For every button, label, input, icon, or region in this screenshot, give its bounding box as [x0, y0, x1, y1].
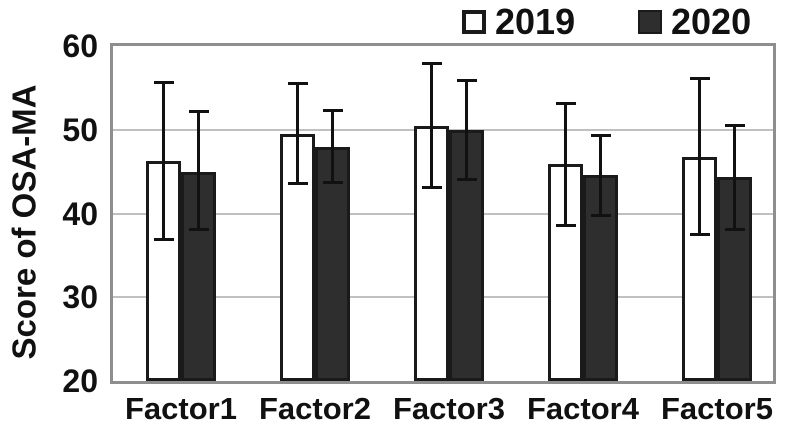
error-bar-cap-bottom-2019-Factor1	[153, 238, 174, 242]
error-bar-cap-bottom-2020-Factor4	[590, 214, 611, 217]
error-bar-cap-top-2020-Factor3	[456, 78, 477, 82]
error-bar-cap-top-2019-Factor2	[287, 81, 308, 85]
x-label-Factor1: Factor1	[125, 391, 237, 426]
x-label-Factor2: Factor2	[259, 391, 371, 426]
error-bar-cap-top-2019-Factor3	[421, 61, 442, 65]
legend-label-2019: 2019	[495, 1, 576, 42]
x-label-Factor3: Factor3	[393, 391, 505, 426]
error-bar-stem-2019-Factor3	[430, 62, 433, 189]
error-bar-cap-bottom-2019-Factor5	[689, 233, 710, 237]
y-tick-label-50: 50	[62, 111, 98, 148]
error-bar-cap-bottom-2020-Factor2	[322, 181, 343, 185]
error-bar-stem-2019-Factor5	[698, 77, 701, 236]
error-bar-cap-top-2020-Factor4	[590, 133, 611, 137]
x-label-Factor4: Factor4	[527, 391, 639, 426]
bar-2020-Factor2	[315, 146, 350, 381]
error-bar-stem-2020-Factor5	[733, 124, 736, 231]
error-bar-cap-bottom-2020-Factor3	[456, 178, 477, 181]
y-tick-label-30: 30	[62, 279, 98, 316]
error-bar-cap-top-2020-Factor2	[322, 109, 343, 113]
error-bar-cap-bottom-2019-Factor2	[287, 182, 308, 186]
error-bar-cap-bottom-2019-Factor4	[555, 224, 576, 228]
error-bar-stem-2019-Factor4	[564, 102, 567, 227]
error-bar-cap-top-2019-Factor1	[153, 81, 174, 84]
error-bar-stem-2020-Factor4	[599, 134, 602, 216]
error-bar-cap-bottom-2020-Factor1	[188, 228, 209, 232]
error-bar-stem-2019-Factor2	[296, 82, 299, 185]
error-bar-cap-bottom-2019-Factor3	[421, 186, 442, 190]
legend-swatch-2019	[462, 10, 486, 34]
bar-2019-Factor2	[280, 133, 315, 381]
legend-item-2019: 2019	[462, 4, 575, 40]
y-tick-label-40: 40	[62, 195, 98, 232]
y-tick-label-60: 60	[62, 28, 98, 64]
error-bar-stem-2020-Factor3	[465, 79, 468, 180]
error-bar-stem-2019-Factor1	[162, 82, 165, 241]
error-bar-cap-top-2019-Factor4	[555, 101, 576, 105]
legend-item-2020: 2020	[638, 4, 751, 40]
error-bar-cap-top-2019-Factor5	[689, 76, 710, 80]
error-bar-stem-2020-Factor2	[331, 110, 334, 184]
legend-swatch-2020	[638, 10, 662, 34]
error-bar-cap-top-2020-Factor1	[188, 110, 209, 114]
error-bar-cap-bottom-2020-Factor5	[724, 228, 745, 232]
legend-label-2020: 2020	[671, 1, 752, 42]
x-label-Factor5: Factor5	[661, 391, 773, 426]
error-bar-cap-top-2020-Factor5	[724, 123, 745, 127]
legend: 2019 2020	[0, 4, 787, 40]
plot-area	[110, 43, 776, 384]
y-tick-label-20: 20	[62, 363, 98, 399]
error-bar-stem-2020-Factor1	[197, 111, 200, 231]
bar-2020-Factor3	[449, 129, 484, 381]
